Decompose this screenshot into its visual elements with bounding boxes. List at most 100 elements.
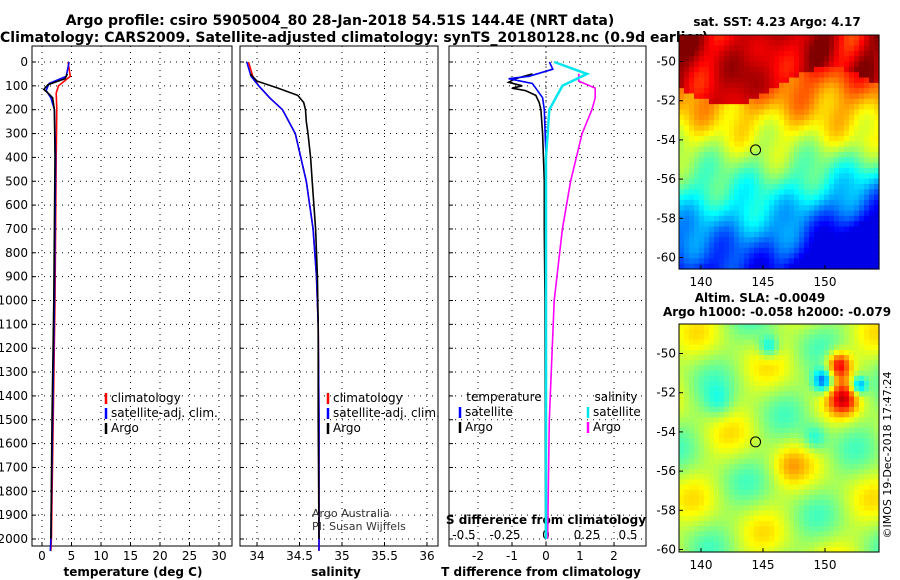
sst-map-cell (729, 136, 735, 142)
sla-map-cell (694, 329, 700, 335)
difference-legend-sal-header: salinity (594, 390, 637, 404)
sla-map-cell (724, 531, 730, 538)
sst-map-cell (689, 104, 695, 111)
sst-map-cell (794, 258, 800, 265)
sla-map-cell (744, 432, 750, 439)
sst-map-cell (744, 125, 750, 132)
sst-map-cell (749, 263, 755, 270)
sst-map-cell (779, 237, 785, 244)
sla-map-cell (864, 520, 870, 527)
sla-map-cell (699, 329, 705, 335)
sst-map-cell (774, 162, 780, 169)
sla-map-cell (714, 453, 720, 460)
sla-map-cell (814, 515, 820, 522)
salinity-tick-label: 36 (419, 549, 434, 563)
sla-map-cell (754, 510, 760, 517)
sst-map-cell (744, 242, 750, 249)
sla-map-cell (729, 375, 735, 382)
sst-map-cell (794, 146, 800, 153)
sst-map-cell (809, 141, 815, 148)
sst-map-cell (744, 109, 750, 116)
sst-map-cell (799, 210, 805, 217)
sst-map-cell (709, 50, 715, 57)
sst-map-cell (749, 205, 755, 212)
sst-map-cell (819, 242, 825, 249)
sst-map-cell (764, 66, 770, 73)
sst-map-cell (864, 82, 870, 89)
sla-map-cell (769, 360, 775, 367)
sst-map-cell (784, 152, 790, 158)
sla-map-cell (859, 474, 865, 481)
sla-map-cell (684, 463, 690, 470)
sla-map-cell (844, 536, 850, 543)
sst-map-cell (779, 210, 785, 217)
sla-map-cell (814, 412, 820, 418)
sla-map-cell (844, 526, 850, 532)
sst-map-cell (804, 88, 810, 95)
sla-map-cell (749, 469, 755, 475)
sst-map-cell (704, 72, 710, 79)
sla-map-cell (829, 370, 835, 377)
sst-map-cell (774, 50, 780, 57)
sst-map-cell (829, 109, 835, 116)
sst-map-cell (834, 109, 840, 116)
sst-map-cell (714, 205, 720, 212)
sla-map-cell (864, 526, 870, 532)
sst-map-cell (874, 183, 880, 190)
sst-map-cell (794, 88, 800, 95)
sla-map-cell (759, 381, 765, 387)
sst-map-cell (799, 178, 805, 185)
sla-map-cell (804, 417, 810, 424)
sst-map-cell (699, 167, 705, 174)
sla-map-cell (859, 417, 865, 424)
sla-map-cell (769, 370, 775, 377)
sst-map-cell (814, 167, 820, 174)
sla-map-cell (774, 474, 780, 481)
sst-map-cell (724, 61, 730, 68)
sla-map-cell (864, 422, 870, 429)
sst-map-cell (689, 146, 695, 153)
sla-map-cell (734, 386, 740, 392)
sla-map-cell (754, 406, 760, 413)
sst-map-cell (679, 199, 685, 206)
sst-map-cell (854, 61, 860, 68)
sla-map-cell (829, 365, 835, 372)
sst-map-cell (759, 61, 765, 68)
sst-map-cell (854, 72, 860, 79)
sla-map-cell (789, 479, 795, 486)
sst-map-cell (734, 210, 740, 217)
sst-map-cell (679, 258, 685, 265)
sla-map-cell (829, 474, 835, 481)
sla-map-cell (744, 417, 750, 424)
sla-map-cell (794, 422, 800, 429)
sst-map-cell (739, 183, 745, 190)
sla-map-cell (859, 349, 865, 356)
sst-map-cell (799, 167, 805, 174)
sla-map-cell (789, 370, 795, 377)
sla-map-cell (774, 495, 780, 501)
sst-map-cell (714, 210, 720, 217)
sla-map-cell (704, 334, 710, 341)
depth-tick-label: 1000 (0, 294, 28, 308)
sst-map-cell (804, 157, 810, 164)
sst-map-cell (734, 152, 740, 158)
sst-map-cell (834, 40, 840, 47)
sst-map-cell (799, 205, 805, 212)
sla-map-cell (839, 479, 845, 486)
sla-map-cell (749, 484, 755, 491)
sst-map-cell (819, 45, 825, 52)
sla-map-cell (844, 546, 850, 553)
sst-map-cell (859, 162, 865, 169)
sst-map-cell (799, 35, 805, 41)
sst-map-cell (689, 231, 695, 238)
sst-map-cell (734, 93, 740, 100)
sst-map-cell (719, 136, 725, 142)
sst-map-cell (854, 50, 860, 57)
sst-map-cell (789, 215, 795, 222)
sla-map-cell (749, 334, 755, 341)
sst-map-cell (749, 242, 755, 249)
sla-map-cell (739, 432, 745, 439)
sla-map-cell (774, 536, 780, 543)
sla-map-cell (689, 484, 695, 491)
sst-map-cell (714, 258, 720, 265)
